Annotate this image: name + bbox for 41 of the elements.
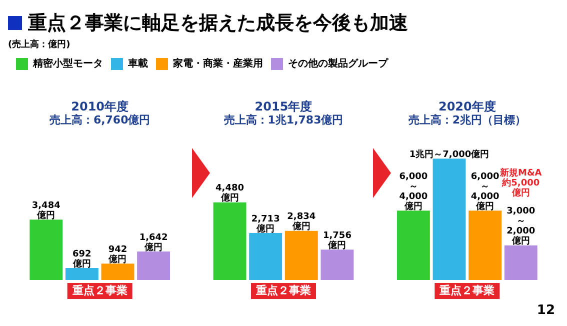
bar: [320, 250, 354, 280]
data-label: 1,642 億円: [139, 232, 168, 253]
legend-label: 車載: [127, 58, 148, 70]
data-label: 3,484 億円: [32, 200, 60, 221]
bar: [432, 158, 466, 280]
bar: [30, 220, 63, 280]
legend-label: 精密小型モータ: [32, 58, 103, 70]
x-tick-label: 2020年度: [438, 99, 496, 114]
text: (売上高：億円): [8, 38, 72, 50]
data-label: 1兆円～7,000億円: [409, 149, 490, 160]
bar: [504, 245, 538, 280]
data-label: 1,756 億円: [322, 230, 352, 251]
annotation: 新規M&A 約5,000 億円: [499, 167, 542, 198]
bar: [213, 202, 246, 280]
data-label: 942 億円: [108, 245, 128, 266]
x-tick-label: 2010年度: [71, 99, 129, 114]
chart-title: 重点２事業に軸足を据えた成長を今後も加速: [28, 11, 408, 36]
text: 重点２事業: [71, 284, 128, 297]
bar: [284, 230, 318, 280]
bar: [65, 268, 98, 280]
data-label: 6,000 ～ 4,000 億円: [470, 172, 500, 212]
data-label: 2,713 億円: [251, 214, 280, 234]
text: 売上高：6,760億円: [49, 113, 150, 126]
bar: [137, 252, 170, 280]
data-label: 2,834 億円: [287, 212, 316, 232]
data-label: 6,000 ～ 4,000 億円: [399, 172, 428, 212]
data-label: 3,000 ～ 2,000 億円: [506, 206, 536, 247]
data-label: 4,480 億円: [216, 184, 244, 204]
text: 重点２事業: [255, 284, 311, 297]
bar: [249, 232, 282, 280]
bar: [396, 210, 430, 280]
data-label: 692 億円: [72, 249, 92, 270]
text: 売上高：1兆1,783億円: [224, 113, 344, 126]
x-tick-label: 2015年度: [254, 99, 312, 114]
bar: [468, 210, 502, 280]
legend-label: その他の製品グループ: [288, 58, 389, 70]
text: 12: [536, 303, 555, 318]
legend-label: 家電・商業・産業用: [172, 58, 263, 70]
text: 売上高：2兆円（目標）: [408, 113, 526, 126]
text: 重点２事業: [438, 284, 495, 297]
bar: [101, 264, 134, 280]
